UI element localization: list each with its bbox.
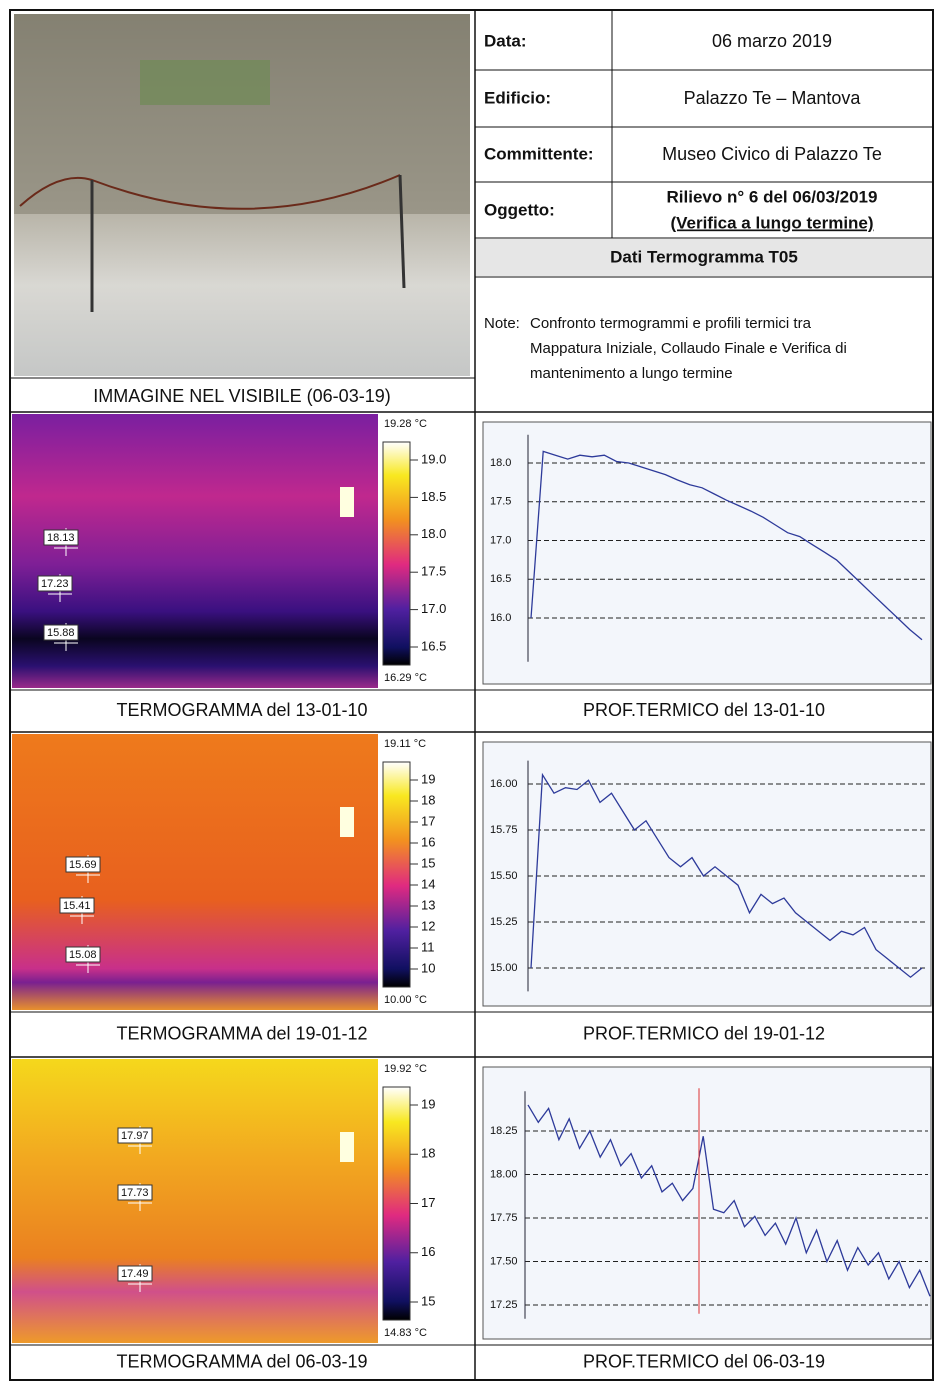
scale-tick-label: 15 [421, 855, 435, 870]
scale-tick-label: 16 [421, 834, 435, 849]
scale-min: 10.00 °C [384, 994, 427, 1006]
field-label: Oggetto: [484, 200, 555, 219]
scale-tick-label: 11 [421, 939, 435, 954]
spot-label: 15.08 [69, 949, 97, 961]
y-tick-label: 17.0 [490, 534, 511, 546]
spot-label: 18.13 [47, 532, 75, 544]
profile-box [483, 1067, 931, 1339]
color-scale [383, 1087, 410, 1320]
field-value: Museo Civico di Palazzo Te [662, 144, 882, 164]
y-tick-label: 15.50 [490, 870, 518, 882]
scale-min: 14.83 °C [384, 1327, 427, 1339]
note-line: Confronto termogrammi e profili termici … [530, 315, 812, 332]
y-tick-label: 18.0 [490, 457, 511, 469]
scale-tick-label: 16 [421, 1244, 435, 1259]
thermogram-caption: TERMOGRAMMA del 13-01-10 [116, 700, 367, 720]
scale-tick-label: 18.0 [421, 526, 446, 541]
spot-label: 15.88 [47, 627, 75, 639]
y-tick-label: 15.25 [490, 916, 518, 928]
scale-tick-label: 19 [421, 771, 435, 786]
scale-tick-label: 14 [421, 876, 435, 891]
y-tick-label: 15.75 [490, 824, 518, 836]
y-tick-label: 16.00 [490, 778, 518, 790]
scale-tick-label: 16.5 [421, 638, 446, 653]
y-tick-label: 18.25 [490, 1125, 518, 1137]
field-value: Rilievo n° 6 del 06/03/2019 [667, 187, 878, 206]
field-value: 06 marzo 2019 [712, 31, 832, 51]
scale-min: 16.29 °C [384, 672, 427, 684]
color-scale [383, 442, 410, 665]
profile-caption: PROF.TERMICO del 06-03-19 [583, 1351, 825, 1371]
thermogram-image [12, 414, 378, 688]
scale-max: 19.11 °C [384, 738, 426, 750]
scale-tick-label: 17.5 [421, 564, 446, 579]
scale-tick-label: 19.0 [421, 451, 446, 466]
y-tick-label: 16.0 [490, 612, 511, 624]
scale-max: 19.92 °C [384, 1063, 427, 1075]
y-tick-label: 17.75 [490, 1212, 518, 1224]
scale-tick-label: 18 [421, 1146, 435, 1161]
scale-tick-label: 17 [421, 1195, 435, 1210]
note-label: Note: [484, 315, 520, 332]
spot-label: 15.69 [69, 859, 97, 871]
field-value: Palazzo Te – Mantova [684, 88, 862, 108]
scale-tick-label: 10 [421, 960, 435, 975]
scale-tick-label: 17.0 [421, 601, 446, 616]
sensor [340, 807, 354, 837]
profile-caption: PROF.TERMICO del 13-01-10 [583, 700, 825, 720]
scale-tick-label: 15 [421, 1293, 435, 1308]
section-title: Dati Termogramma T05 [610, 247, 798, 266]
color-scale [383, 762, 410, 987]
scale-tick-label: 18 [421, 792, 435, 807]
profile-box [483, 422, 931, 684]
y-tick-label: 17.5 [490, 496, 511, 508]
scale-tick-label: 13 [421, 897, 435, 912]
field-label: Committente: [484, 144, 594, 163]
profile-caption: PROF.TERMICO del 19-01-12 [583, 1023, 825, 1043]
scale-tick-label: 17 [421, 813, 435, 828]
spot-label: 17.97 [121, 1130, 149, 1142]
report-sheet: IMMAGINE NEL VISIBILE (06-03-19) Data: 0… [0, 0, 935, 1382]
y-tick-label: 18.00 [490, 1168, 518, 1180]
field-value: (Verifica a lungo termine) [670, 213, 873, 232]
field-label: Edificio: [484, 88, 551, 107]
photo-moss [140, 60, 270, 105]
y-tick-label: 16.5 [490, 573, 511, 585]
scale-max: 19.28 °C [384, 418, 427, 430]
field-label: Data: [484, 31, 527, 50]
spot-label: 15.41 [63, 900, 91, 912]
y-tick-label: 17.50 [490, 1255, 518, 1267]
scale-tick-label: 19 [421, 1096, 435, 1111]
note-line: mantenimento a lungo termine [530, 365, 733, 382]
y-tick-label: 17.25 [490, 1299, 518, 1311]
spot-label: 17.23 [41, 578, 69, 590]
thermogram-caption: TERMOGRAMMA del 19-01-12 [116, 1023, 367, 1043]
thermogram-image [12, 1059, 378, 1343]
y-tick-label: 15.00 [490, 962, 518, 974]
photo-caption: IMMAGINE NEL VISIBILE (06-03-19) [93, 386, 390, 406]
sensor [340, 487, 354, 517]
thermogram-caption: TERMOGRAMMA del 06-03-19 [116, 1351, 367, 1371]
note-line: Mappatura Iniziale, Collaudo Finale e Ve… [530, 340, 847, 357]
scale-tick-label: 12 [421, 918, 435, 933]
spot-label: 17.73 [121, 1187, 149, 1199]
sensor [340, 1132, 354, 1162]
spot-label: 17.49 [121, 1268, 149, 1280]
scale-tick-label: 18.5 [421, 489, 446, 504]
